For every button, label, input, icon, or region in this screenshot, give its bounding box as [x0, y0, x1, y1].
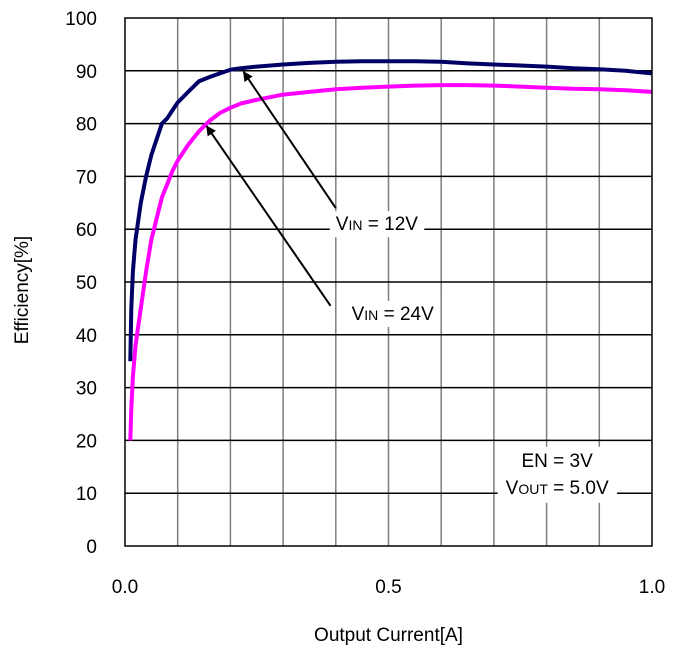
y-tick-label: 40: [76, 326, 97, 347]
y-tick-label: 60: [76, 220, 97, 241]
tick-labels: 0 10 20 30 40 50 60 70 80 90 100 0.0 0.5 1.0: [65, 9, 665, 598]
annotation-label-vin24: VIN = 24V: [352, 304, 434, 325]
y-tick-label: 20: [76, 431, 97, 452]
y-axis-label: Efficiency[%]: [12, 236, 33, 344]
y-tick-label: 100: [65, 9, 97, 30]
conditions-bg: [497, 446, 617, 503]
x-tick-label: 0.5: [375, 577, 401, 598]
x-axis-label: Output Current[A]: [314, 625, 463, 646]
plot-frame: [124, 17, 653, 547]
y-tick-label: 10: [76, 484, 97, 505]
condition-label: VOUT = 5.0V: [506, 478, 609, 499]
condition-label: EN = 3V: [521, 451, 593, 472]
series-line-vin-12v: [128, 59, 653, 362]
annotations: VIN = 12V VIN = 24V EN = 3V VOUT = 5.0V: [205, 71, 617, 503]
y-tick-label: 50: [76, 273, 97, 294]
annotation-arrow-vin12: [242, 71, 337, 209]
y-tick-label: 80: [76, 115, 97, 136]
y-tick-label: 90: [76, 62, 97, 83]
grid: [125, 18, 652, 546]
y-tick-label: 70: [76, 167, 97, 188]
x-tick-label: 0.0: [112, 577, 138, 598]
x-tick-label: 1.0: [639, 577, 665, 598]
series-line-vin-24v: [128, 83, 653, 441]
annotation-label-bg: [329, 211, 425, 238]
annotation-label-vin12: VIN = 12V: [336, 214, 418, 235]
y-tick-label: 30: [76, 379, 97, 400]
annotation-label-bg: [345, 300, 441, 327]
annotation-arrow-vin24: [205, 125, 332, 307]
series-group: [128, 59, 653, 441]
y-tick-label: 0: [86, 537, 97, 558]
